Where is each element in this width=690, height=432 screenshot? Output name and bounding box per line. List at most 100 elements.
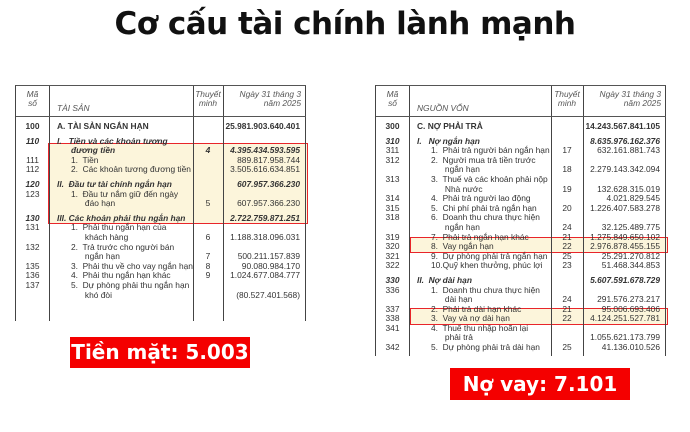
row-code: 123 <box>25 188 40 199</box>
row-label: ngắn hạn <box>417 164 480 175</box>
row-label: A. TÀI SẢN NGẮN HẠN <box>57 121 149 131</box>
row-value: 607.957.366.230 <box>237 178 300 189</box>
row-code: 341 <box>385 322 400 333</box>
row-note: 9 <box>205 270 211 281</box>
table-row: 319 7. Phải trả ngắn hạn khác 21 1.275.849… <box>376 231 666 243</box>
row-label: II. Nợ dài hạn <box>417 274 472 285</box>
row-value: 632.161.881.743 <box>597 145 660 156</box>
row-code: 130 <box>25 212 40 223</box>
row-code: 320 <box>385 241 400 252</box>
row-note: 23 <box>562 260 572 271</box>
row-note: 5 <box>205 198 211 209</box>
header-code: Mã số <box>26 89 39 108</box>
row-label: 1. Phải trả người bán ngắn hạn <box>417 145 550 156</box>
table-row: 322 10.Quỹ khen thưởng, phúc lợi 23 51.468… <box>376 261 666 271</box>
row-value: 1.024.677.084.777 <box>230 270 300 281</box>
long-term-loan-highlight <box>410 308 668 325</box>
table-row: 314 4. Phải trả người lao động 4.021.829.… <box>376 194 666 204</box>
row-note: 19 <box>562 183 572 194</box>
row-label: 9. Dự phòng phải trả ngắn hạn <box>417 250 548 261</box>
row-value: 5.607.591.678.729 <box>590 274 660 285</box>
row-value: 32.125.489.775 <box>601 221 660 232</box>
row-value: 25.291.270.812 <box>601 250 660 261</box>
row-code: 314 <box>385 193 400 204</box>
header-date: Ngày 31 tháng 3 năm 2025 <box>239 89 301 108</box>
row-label: 4. Phải thu ngắn hạn khác <box>57 270 171 281</box>
row-value: 2.279.143.342.094 <box>590 164 660 175</box>
row-value: 1.226.407.583.278 <box>590 202 660 213</box>
row-code: 311 <box>385 145 400 156</box>
row-note: 22 <box>562 313 572 324</box>
table-row: 112 2. Các khoản tương đương tiền 3.505.6… <box>16 165 306 175</box>
row-note: 24 <box>562 294 572 305</box>
row-label: phải trả <box>417 332 473 343</box>
row-code: 136 <box>25 270 40 281</box>
row-code: 338 <box>385 313 400 324</box>
row-note: 18 <box>562 164 572 175</box>
row-code: 137 <box>25 279 40 290</box>
row-code: 131 <box>25 222 40 233</box>
row-label: 2. Người mua trả tiền trước <box>417 154 536 165</box>
row-label: Nhà nước <box>417 183 483 194</box>
header-code: Mã số <box>386 89 399 108</box>
row-note: 7 <box>205 251 211 262</box>
row-label: dài hạn <box>417 294 473 305</box>
row-value: 500.211.157.839 <box>237 251 300 262</box>
table-row: 330 II. Nợ dài hạn 5.607.591.678.729 <box>376 274 666 286</box>
row-label: 5. Dự phòng phải trả dài hạn <box>417 342 540 353</box>
table-header: Mã số TÀI SẢN Thuyết minh Ngày 31 tháng … <box>16 86 306 117</box>
cash-highlight-box <box>48 143 308 224</box>
short-term-loan-highlight <box>410 237 668 253</box>
row-label: C. NỢ PHẢI TRẢ <box>417 121 483 131</box>
row-label: 4. Thuế thu nhập hoãn lại <box>417 322 529 333</box>
row-note: 8 <box>205 260 211 271</box>
row-label: ngắn hạn <box>57 251 120 262</box>
row-note: 25 <box>562 342 572 353</box>
table-row: 315 5. Chi phí phải trả ngắn hạn 20 1.226.… <box>376 202 666 214</box>
row-label: 10.Quỹ khen thưởng, phúc lợi <box>417 260 543 271</box>
row-label: đáo hạn <box>57 198 116 209</box>
row-value: 607.957.366.230 <box>237 198 300 209</box>
header-date: Ngày 31 tháng 3 năm 2025 <box>599 89 661 108</box>
row-value: 8.635.976.162.376 <box>590 135 660 146</box>
table-row: 337 2. Phải trả dài hạn khác 21 95.006.693… <box>376 304 666 315</box>
table-row: 311 1. Phải trả người bán ngắn hạn 17 632.… <box>376 146 666 156</box>
row-label: 1. Tiền <box>57 154 99 165</box>
row-note: 22 <box>562 241 572 252</box>
table-row: 338 3. Vay và nợ dài hạn 22 4.124.251.527.… <box>376 314 666 324</box>
row-value: 25.981.903.640.401 <box>225 121 300 131</box>
row-code: 310 <box>385 135 400 146</box>
row-value: 291.576.273.217 <box>597 294 660 305</box>
table-row: 130 III. Các khoản phải thu ngắn hạn 2.722… <box>16 212 306 224</box>
row-code: 110 <box>25 135 40 146</box>
table-header: Mã số NGUỒN VỐN Thuyết minh Ngày 31 thán… <box>376 86 666 117</box>
row-label: 7. Phải trả ngắn hạn khác <box>417 231 529 242</box>
row-code: 330 <box>385 274 400 285</box>
table-row: 123 1. Đầu tư nắm giữ đến ngày đáo hạn 5 6… <box>16 188 306 209</box>
row-note: 24 <box>562 221 572 232</box>
table-row: 100 A. TÀI SẢN NGẮN HẠN 25.981.903.640.401 <box>16 121 306 132</box>
table-row: 132 2. Trả trước cho người bán ngắn hạn 7… <box>16 241 306 262</box>
table-row: 300 C. NỢ PHẢI TRẢ 14.243.567.841.105 <box>376 121 666 132</box>
row-code: 100 <box>25 121 40 131</box>
row-note: 6 <box>205 231 211 242</box>
row-code: 132 <box>25 241 40 252</box>
row-label: 2. Các khoản tương đương tiền <box>57 164 191 175</box>
row-label: 6. Doanh thu chưa thực hiện <box>417 212 540 223</box>
row-code: 313 <box>385 173 400 184</box>
cash-callout: Tiền mặt: 5.003 tỷ <box>70 337 250 395</box>
row-value: 2.722.759.871.251 <box>230 212 300 223</box>
table-row: 341 4. Thuế thu nhập hoãn lại phải trả 1.… <box>376 322 666 343</box>
table-row: 313 3. Thuế và các khoản phải nộp Nhà nư… <box>376 173 666 194</box>
row-value: 1.055.621.173.799 <box>590 332 660 343</box>
row-note: 17 <box>562 145 572 156</box>
table-row: 135 3. Phải thu về cho vay ngắn hạn 8 90.0… <box>16 260 306 272</box>
liabilities-table: Mã số NGUỒN VỐN Thuyết minh Ngày 31 thán… <box>375 85 666 356</box>
row-label: I. Nợ ngắn hạn <box>417 135 480 146</box>
row-label: 5. Chi phí phải trả ngắn hạn <box>417 202 537 213</box>
header-note: Thuyết minh <box>195 89 221 108</box>
row-note: 4 <box>205 145 211 156</box>
row-value: 90.080.984.170 <box>241 260 300 271</box>
row-code: 318 <box>385 212 400 223</box>
row-label: 4. Phải trả người lao động <box>417 193 531 204</box>
